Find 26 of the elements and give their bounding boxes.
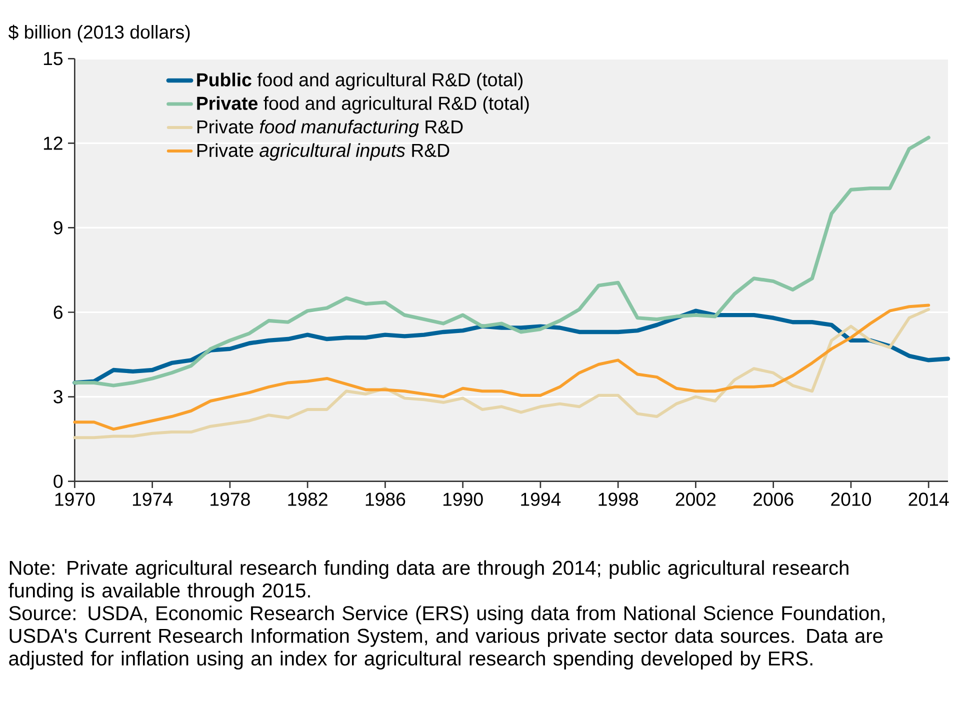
x-tick-label: 1994 [521, 492, 561, 506]
x-tick-label: 1970 [55, 492, 95, 506]
line-series [72, 136, 930, 388]
x-tick-label: 2014 [908, 492, 949, 506]
x-tick-label: 1986 [366, 492, 406, 506]
y-tick-label: 9 [54, 220, 62, 234]
y-tick-label: 15 [44, 52, 63, 66]
x-tick-label: 1978 [210, 492, 250, 506]
x-tick-label: 1982 [288, 492, 328, 506]
x-tick-label: 1990 [443, 492, 483, 506]
legend-label: Private food manufacturing R&D [197, 120, 463, 137]
legend-label: Public food and agricultural R&D (total) [197, 72, 523, 90]
y-axis-title: $ billion (2013 dollars) [8, 24, 190, 42]
legend-label: Private agricultural inputs R&D [197, 143, 450, 161]
text: Note: Private agricultural research funding data are through 2014; public agricultural research funding is available through 2015. [8, 560, 848, 602]
x-tick-label: 2006 [754, 492, 794, 506]
y-tick-label: 3 [54, 390, 62, 404]
y-tick-label: 12 [44, 136, 62, 150]
x-tick-label: 1998 [598, 492, 638, 506]
legend-label: Private food and agricultural R&D (total) [197, 96, 529, 114]
x-tick-label: 1974 [132, 492, 173, 506]
x-tick-label: 2010 [831, 492, 871, 506]
y-tick-label: 6 [54, 305, 62, 319]
source-note: Source: USDA, Economic Research Service (ERS) using data from National Science Foundation, USDA's Current Research Information System, and various private sector data sources. Data are adjusted for inflation using an index for agricultural research spending developed by ERS. [9, 605, 884, 670]
x-tick-label: 2002 [676, 492, 716, 506]
y-tick-label: 0 [54, 474, 63, 488]
